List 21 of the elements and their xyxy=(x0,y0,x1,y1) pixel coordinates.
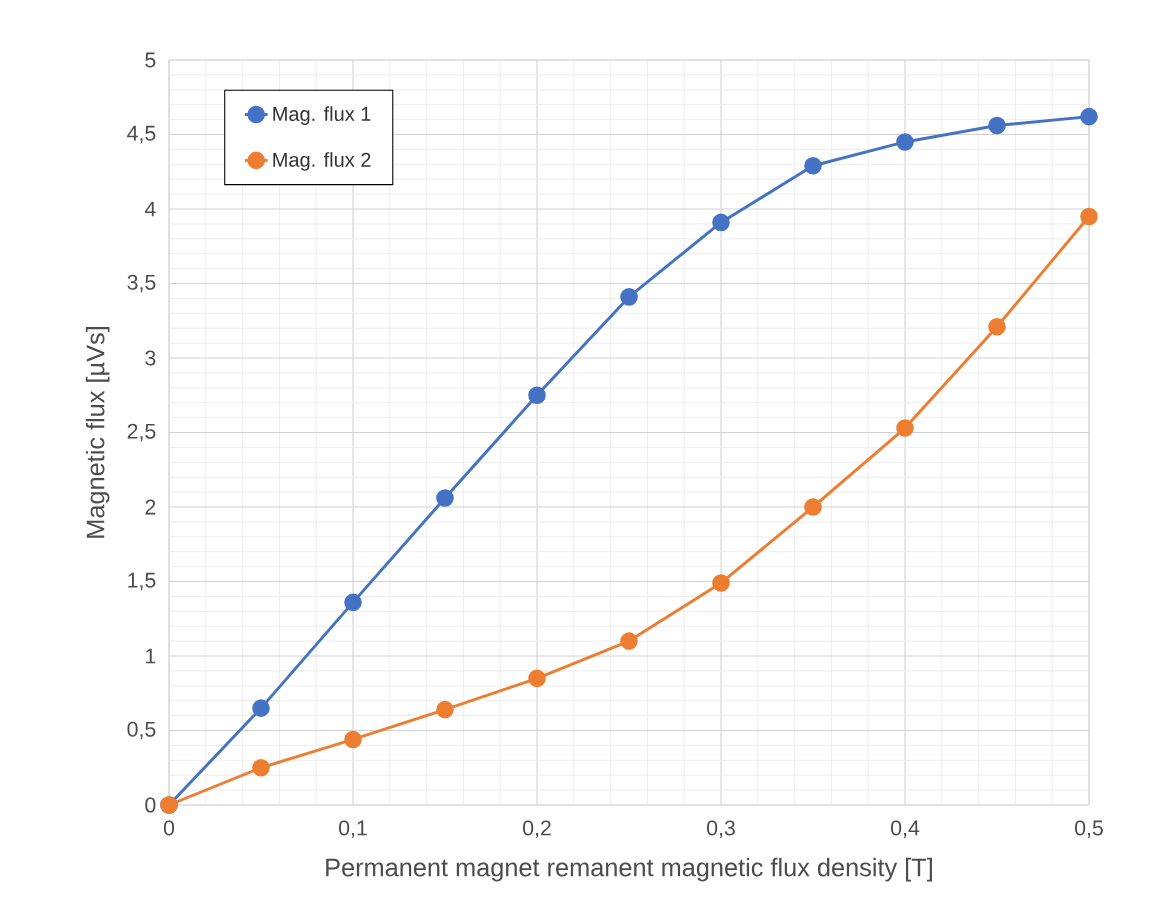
x-tick-label: 0,3 xyxy=(707,820,735,838)
y-tick-label: 5 xyxy=(145,52,156,68)
x-tick-label: 0,4 xyxy=(891,820,920,838)
y-tick-label: 0,5 xyxy=(127,721,156,740)
y-tick-label: 2 xyxy=(145,499,156,515)
x-tick-label: 0 xyxy=(163,820,175,836)
y-tick-label: 4 xyxy=(144,201,156,217)
y-axis-title: Magnetic flux [µVs] xyxy=(85,327,110,538)
legend-label: Mag. flux 2 xyxy=(273,152,371,171)
y-tick-label: 4,5 xyxy=(127,125,156,144)
y-tick-label: 0 xyxy=(145,797,156,813)
x-tick-label: 0,1 xyxy=(339,820,367,838)
y-tick-label: 3 xyxy=(145,350,156,366)
x-axis-title: Permanent magnet remanent magnetic flux density [T] xyxy=(326,857,932,882)
y-tick-label: 3,5 xyxy=(127,274,156,293)
legend-label: Mag. flux 1 xyxy=(273,106,371,125)
x-tick-label: 0,5 xyxy=(1075,820,1103,838)
y-tick-label: 2,5 xyxy=(127,423,156,442)
y-tick-label: 1,5 xyxy=(128,572,156,591)
x-tick-label: 0,2 xyxy=(523,820,551,838)
y-tick-label: 1 xyxy=(146,648,156,664)
